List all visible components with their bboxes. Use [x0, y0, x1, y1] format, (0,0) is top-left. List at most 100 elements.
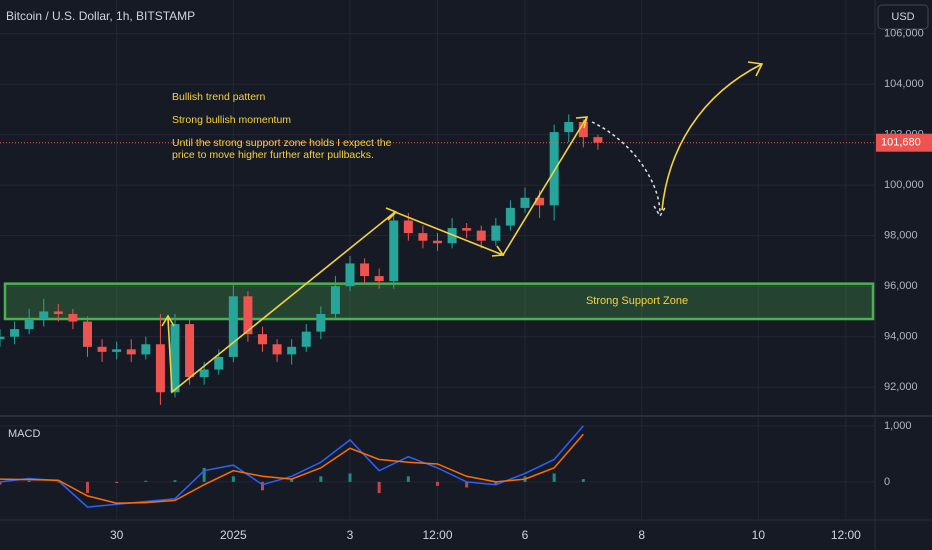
candle-body [243, 296, 253, 335]
candle-body [476, 230, 486, 241]
chart-title: Bitcoin / U.S. Dollar, 1h, BITSTAMP [6, 9, 195, 23]
candle-body [360, 263, 370, 277]
y-tick-label: 94,000 [884, 331, 918, 343]
x-tick-label: 6 [522, 528, 529, 542]
candle-body [258, 334, 267, 345]
histogram-bar [465, 481, 469, 488]
y-tick-label: 104,000 [884, 78, 924, 90]
histogram-bar [144, 480, 148, 482]
x-tick-label: 12:00 [422, 528, 452, 542]
last-price-tag [876, 133, 932, 152]
candle-body [491, 225, 501, 241]
candle-body [389, 220, 399, 282]
y-tick-label: 98,000 [884, 230, 918, 242]
candle-body [520, 197, 530, 208]
histogram-bar [115, 481, 119, 484]
histogram-bar [27, 480, 31, 482]
candle-body [83, 321, 92, 347]
candle-body [301, 331, 311, 347]
annotation: Strong bullish momentum [172, 114, 291, 126]
arrow-head [161, 314, 175, 327]
x-tick-label: 8 [638, 528, 645, 542]
candle-body [24, 319, 34, 330]
histogram-bar [86, 481, 89, 494]
histogram-bar [202, 467, 206, 482]
currency-label[interactable]: USD [891, 11, 914, 23]
candle-body [228, 296, 238, 357]
pullback-path [591, 121, 661, 215]
candle-body [549, 132, 559, 206]
x-tick-label: 30 [110, 528, 124, 542]
candle-body [0, 336, 5, 340]
candle-body [535, 197, 545, 206]
histogram-bar [494, 481, 498, 485]
x-tick-label: 2025 [220, 528, 247, 542]
arrow-head [385, 207, 398, 221]
histogram-bar [319, 476, 323, 482]
y-tick-label: 100,000 [884, 179, 924, 191]
candle-body [199, 369, 209, 378]
histogram-bar [290, 479, 294, 482]
histogram-bar [552, 473, 556, 482]
y-tick-label: 0 [884, 476, 890, 488]
support-zone-label: Strong Support Zone [586, 295, 688, 307]
candle-body [39, 311, 49, 320]
arrow-head [491, 245, 505, 257]
candle-body [112, 349, 122, 352]
last-price-label: 101,680 [881, 137, 921, 149]
annotation-arrows [161, 61, 764, 394]
support-zone [3, 282, 875, 321]
macd-title: MACD [8, 428, 40, 440]
candle-body [155, 344, 165, 393]
histogram-bar [406, 476, 410, 482]
candle-body [403, 220, 413, 234]
candle-body [447, 228, 457, 244]
x-tick-label: 3 [347, 528, 354, 542]
projection-arrow [661, 63, 763, 211]
histogram-bar [581, 479, 585, 482]
candle-body [287, 346, 297, 355]
candle-body [578, 121, 588, 138]
candle-body [505, 207, 515, 226]
currency-button[interactable] [877, 4, 929, 30]
histogram-bar [173, 480, 177, 482]
y-tick-label: 106,000 [884, 28, 924, 40]
candle-body [126, 349, 136, 355]
annotation: Bullish trend pattern [172, 91, 266, 103]
candle-body [185, 324, 195, 378]
histogram-bar [261, 481, 264, 491]
arrow-head [575, 116, 589, 129]
y-tick-label: 92,000 [884, 381, 918, 393]
candle-body [10, 329, 20, 337]
arrow-head [653, 205, 667, 218]
candle-body [316, 313, 326, 332]
candle-body [141, 344, 151, 355]
annotation: price to move higher further after pullb… [172, 149, 374, 161]
histogram-bar [436, 481, 439, 486]
annotation: Until the strong support zone holds I ex… [172, 137, 392, 149]
candle-body [330, 286, 340, 314]
histogram-bar [377, 481, 381, 494]
candle-body [433, 240, 442, 244]
histogram-bar [231, 476, 235, 482]
candle-body [68, 313, 78, 322]
histogram-bar [0, 481, 2, 485]
candle-body [170, 324, 180, 393]
support-zone-layer: Strong Support Zone [3, 282, 875, 321]
candle-body [97, 346, 107, 352]
y-tick-label: 1,000 [884, 420, 912, 432]
histogram-bar [56, 481, 60, 483]
candle-body [374, 276, 384, 282]
candle-body [418, 233, 428, 241]
macd-line [0, 425, 584, 508]
x-tick-label: 10 [752, 528, 766, 542]
candle-body [345, 263, 355, 287]
candle-body [272, 344, 282, 355]
candle-body [214, 356, 224, 370]
macd-line [0, 433, 584, 504]
arrow-head [747, 61, 764, 77]
y-tick-label: 96,000 [884, 280, 918, 292]
candle-body [53, 311, 63, 314]
candle-body [593, 137, 603, 143]
